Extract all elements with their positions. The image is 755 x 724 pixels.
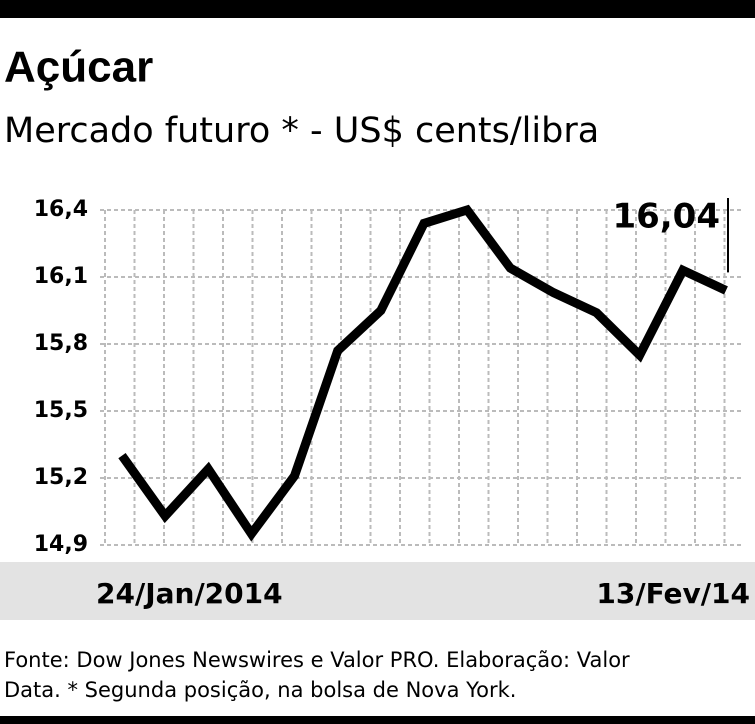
- y-tick-label: 14,9: [34, 532, 88, 557]
- bottom-bar: [0, 716, 755, 724]
- x-tick-label: 24/Jan/2014: [96, 577, 283, 610]
- chart-subtitle: Mercado futuro * - US$ cents/libra: [4, 111, 599, 151]
- y-tick-label: 16,1: [34, 264, 88, 289]
- vertical-grid: [104, 210, 726, 545]
- source: Data. * Segunda posição, na bolsa de Nov…: [4, 678, 516, 702]
- line: [118, 204, 728, 542]
- chart-title: Açúcar: [4, 43, 153, 92]
- y-tick-label: 15,5: [34, 398, 88, 423]
- y-tick-label: 15,2: [34, 465, 88, 490]
- top-bar: [0, 0, 755, 18]
- x-tick-label: 13/Fev/14: [596, 577, 750, 610]
- y-tick-label: 16,4: [34, 197, 88, 222]
- y-tick-label: 15,8: [34, 331, 88, 356]
- value-label: 16,04: [612, 197, 720, 237]
- source: Fonte: Dow Jones Newswires e Valor PRO. …: [4, 648, 630, 672]
- x-band: [0, 562, 755, 620]
